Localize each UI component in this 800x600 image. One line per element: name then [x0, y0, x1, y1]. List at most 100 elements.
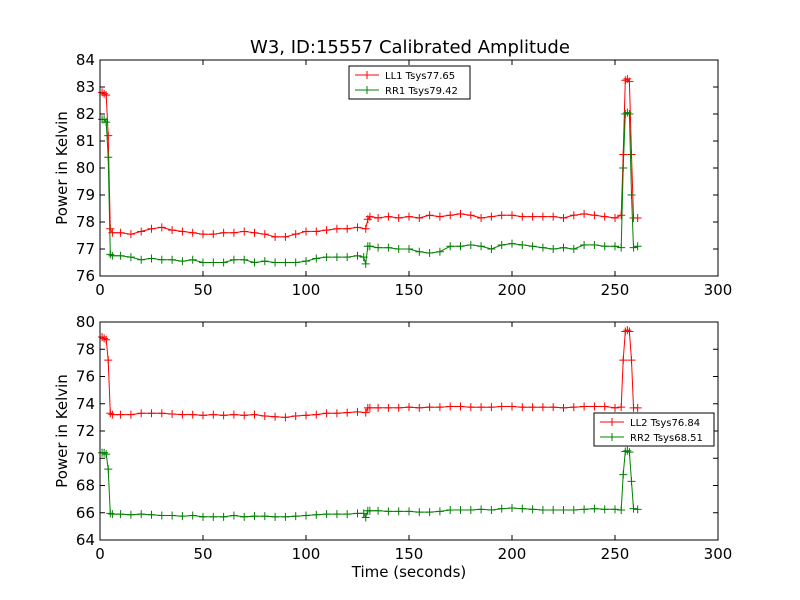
bottom-panel: 0 50 100 150 200 250 300 64 66 68 70 72 74 76 78 80 Powe…	[53, 313, 732, 581]
data-point	[446, 402, 455, 411]
data-point	[199, 258, 207, 267]
data-point	[240, 255, 249, 264]
data-point	[102, 91, 111, 100]
data-point	[580, 240, 589, 249]
data-point	[623, 446, 632, 455]
data-point	[365, 242, 374, 251]
data-point	[178, 410, 187, 419]
data-point	[559, 506, 568, 515]
data-point	[384, 507, 393, 516]
data-point	[271, 512, 280, 521]
data-point	[508, 239, 516, 248]
data-point	[302, 411, 310, 420]
x-tick-label: 100	[292, 545, 321, 563]
data-point	[312, 227, 321, 236]
data-point	[487, 403, 496, 412]
data-point	[580, 402, 589, 411]
data-point	[497, 402, 506, 411]
data-point	[569, 403, 578, 412]
series-0-1	[98, 108, 642, 268]
data-point	[361, 259, 370, 268]
data-point	[623, 108, 632, 117]
data-point	[302, 257, 310, 266]
data-point	[394, 213, 403, 222]
data-point	[627, 356, 636, 365]
data-point	[549, 403, 558, 412]
data-point	[621, 76, 630, 85]
data-point	[116, 228, 125, 237]
data-point	[549, 212, 558, 221]
data-point	[137, 510, 146, 519]
data-point	[600, 212, 609, 221]
data-point	[611, 505, 619, 514]
data-point	[322, 510, 331, 519]
data-point	[394, 403, 403, 412]
data-point	[384, 403, 393, 412]
data-point	[178, 227, 187, 236]
data-point	[394, 507, 403, 516]
data-point	[405, 245, 413, 253]
x-tick-label: 200	[498, 281, 527, 299]
data-point	[619, 470, 628, 479]
x-tick-label: 0	[95, 281, 105, 299]
y-tick-label: 81	[76, 132, 95, 150]
data-point	[549, 245, 558, 253]
data-point	[508, 211, 516, 220]
y-tick-label: 70	[76, 449, 95, 467]
data-point	[633, 403, 642, 412]
data-point	[271, 232, 280, 241]
x-tick-label: 300	[704, 545, 733, 563]
y-tick-label: 83	[76, 78, 95, 96]
data-point	[178, 257, 187, 266]
x-tick-label: 250	[601, 281, 630, 299]
data-point	[374, 506, 383, 515]
data-point	[260, 257, 269, 266]
y-tick-label: 72	[76, 422, 95, 440]
data-point	[446, 506, 455, 515]
data-point	[405, 212, 413, 221]
data-point	[559, 213, 568, 222]
data-point	[100, 448, 109, 457]
legend-marker	[608, 433, 616, 441]
data-point	[102, 118, 111, 127]
data-point	[260, 230, 269, 239]
data-point	[611, 242, 619, 251]
x-tick-label: 100	[292, 281, 321, 299]
data-point	[627, 477, 636, 486]
data-point	[611, 403, 619, 412]
data-point	[518, 240, 527, 249]
data-point	[209, 258, 218, 267]
legend: LL2 Tsys76.84 RR2 Tsys68.51	[593, 412, 715, 447]
data-point	[617, 243, 626, 252]
data-point	[302, 511, 310, 520]
data-point	[240, 512, 249, 521]
data-point	[466, 403, 475, 412]
legend-entry: LL1 Tsys77.65	[385, 71, 455, 82]
data-point	[590, 240, 599, 249]
data-point	[332, 224, 341, 233]
y-axis-label: Power in Kelvin	[53, 374, 71, 488]
data-point	[126, 230, 135, 239]
top-panel: 0 50 100 150 200 250 300 76 77 78 79 80 81 82 83 84 Powe…	[53, 51, 732, 299]
data-point	[590, 402, 599, 411]
data-point	[359, 253, 368, 262]
data-point	[446, 242, 455, 251]
data-point	[137, 227, 146, 236]
data-point	[312, 410, 321, 419]
data-point	[538, 506, 547, 515]
data-point	[302, 227, 310, 236]
y-tick-label: 77	[76, 240, 95, 258]
data-point	[250, 410, 259, 419]
data-point	[528, 212, 537, 221]
data-point	[446, 211, 455, 220]
data-point	[600, 242, 609, 251]
data-point	[425, 249, 434, 258]
data-point	[353, 251, 362, 260]
data-point	[209, 512, 218, 521]
data-point	[487, 212, 496, 221]
data-point	[332, 510, 341, 519]
data-point	[108, 510, 117, 519]
data-point	[168, 511, 177, 520]
data-point	[374, 213, 383, 222]
